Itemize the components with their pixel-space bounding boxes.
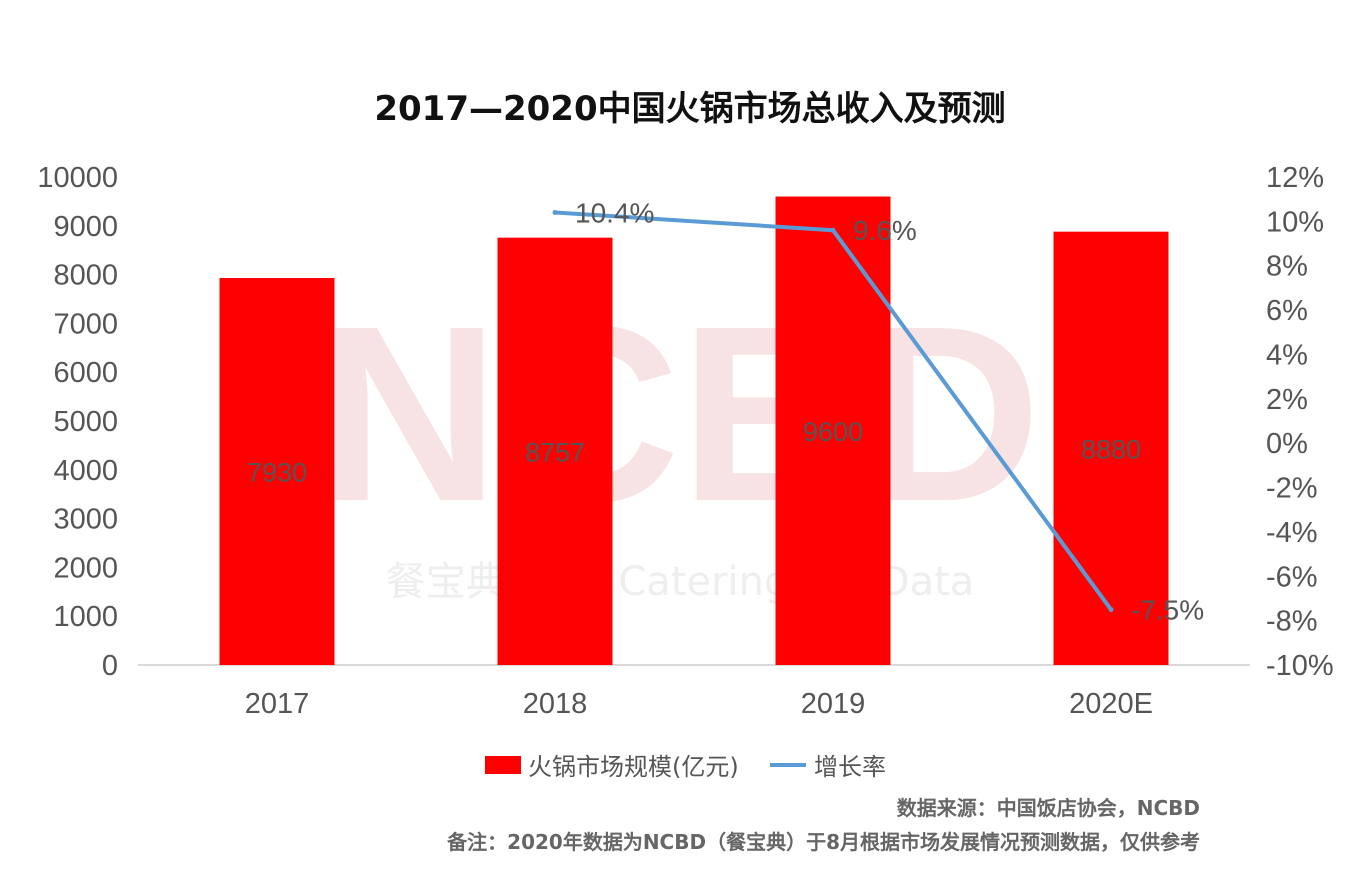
bar-series: 7930 8757 9600 8880 bbox=[219, 196, 1169, 666]
right-tick-label: -6% bbox=[1266, 561, 1318, 593]
growth-value-label: 9.6% bbox=[853, 215, 917, 246]
growth-line-series: 10.4% 9.6% -7.5% bbox=[552, 197, 1204, 626]
left-tick-label: 4000 bbox=[53, 455, 118, 487]
left-tick-label: 10000 bbox=[37, 162, 118, 194]
growth-value-label: 10.4% bbox=[575, 197, 654, 228]
bar-value-label: 8757 bbox=[525, 437, 585, 467]
legend: 火锅市场规模(亿元) 增长率 bbox=[485, 753, 886, 781]
legend-label-bar: 火锅市场规模(亿元) bbox=[528, 753, 739, 781]
bar-2020E bbox=[1053, 231, 1169, 665]
right-tick-label: -4% bbox=[1266, 517, 1318, 549]
right-tick-label: 6% bbox=[1266, 295, 1308, 327]
right-tick-label: -10% bbox=[1266, 650, 1334, 682]
source-note: 数据来源：中国饭店协会，NCBD bbox=[897, 796, 1200, 820]
right-tick-label: 4% bbox=[1266, 339, 1308, 371]
legend-label-line: 增长率 bbox=[814, 753, 886, 781]
remark-note: 备注：2020年数据为NCBD（餐宝典）于8月根据市场发展情况预测数据，仅供参考 bbox=[446, 830, 1200, 854]
growth-point-2019 bbox=[830, 227, 836, 233]
x-axis: 2017 2018 2019 2020E bbox=[245, 688, 1153, 720]
right-tick-label: 10% bbox=[1266, 206, 1324, 238]
bar-2018 bbox=[497, 237, 613, 666]
left-tick-label: 2000 bbox=[53, 552, 118, 584]
growth-value-label: -7.5% bbox=[1131, 595, 1204, 626]
left-tick-label: 0 bbox=[102, 650, 118, 682]
x-tick-label: 2018 bbox=[523, 688, 588, 720]
left-tick-label: 3000 bbox=[53, 504, 118, 536]
right-tick-label: 2% bbox=[1266, 384, 1308, 416]
right-tick-label: 8% bbox=[1266, 251, 1308, 283]
bar-value-label: 7930 bbox=[247, 458, 307, 488]
right-tick-label: -8% bbox=[1266, 606, 1318, 638]
growth-point-2018 bbox=[552, 209, 558, 215]
left-tick-label: 5000 bbox=[53, 406, 118, 438]
x-tick-label: 2019 bbox=[801, 688, 866, 720]
left-tick-label: 1000 bbox=[53, 601, 118, 633]
chart-title: 2017—2020中国火锅市场总收入及预测 bbox=[374, 89, 1005, 129]
right-axis: -10% -8% -6% -4% -2% 0% 2% 4% 6% 8% 10% 12% bbox=[1266, 162, 1334, 682]
left-tick-label: 7000 bbox=[53, 308, 118, 340]
watermark-logo: NCBD bbox=[319, 274, 1041, 553]
legend-swatch-bar bbox=[485, 756, 521, 774]
left-tick-label: 9000 bbox=[53, 211, 118, 243]
growth-point-2020E bbox=[1108, 607, 1114, 613]
right-tick-label: 12% bbox=[1266, 162, 1324, 194]
bar-value-label: 8880 bbox=[1081, 434, 1141, 464]
right-tick-label: -2% bbox=[1266, 473, 1318, 505]
bar-value-label: 9600 bbox=[803, 417, 863, 447]
left-tick-label: 8000 bbox=[53, 260, 118, 292]
left-axis: 0 1000 2000 3000 4000 5000 6000 7000 8000 9000 100… bbox=[37, 162, 118, 682]
x-tick-label: 2020E bbox=[1069, 688, 1153, 720]
right-tick-label: 0% bbox=[1266, 428, 1308, 460]
left-tick-label: 6000 bbox=[53, 357, 118, 389]
x-tick-label: 2017 bbox=[245, 688, 310, 720]
bar-2019 bbox=[775, 196, 891, 665]
bar-2017 bbox=[219, 278, 335, 665]
